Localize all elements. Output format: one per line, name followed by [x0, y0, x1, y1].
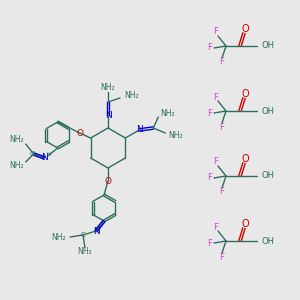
- Text: O: O: [241, 24, 249, 34]
- Text: O: O: [241, 154, 249, 164]
- Text: C: C: [81, 232, 85, 238]
- Text: F: F: [220, 122, 224, 131]
- Text: F: F: [208, 109, 212, 118]
- Text: C: C: [29, 151, 34, 157]
- Text: F: F: [214, 158, 218, 166]
- Text: F: F: [220, 58, 224, 67]
- Text: OH: OH: [262, 106, 275, 116]
- Text: N: N: [105, 110, 111, 119]
- Text: NH₂: NH₂: [168, 130, 183, 140]
- Text: F: F: [214, 92, 218, 101]
- Text: O: O: [241, 89, 249, 99]
- Text: NH₂: NH₂: [101, 83, 115, 92]
- Text: O: O: [104, 176, 112, 185]
- Text: O: O: [241, 219, 249, 229]
- Text: N: N: [93, 226, 99, 236]
- Text: NH₂: NH₂: [160, 109, 175, 118]
- Text: OH: OH: [262, 172, 275, 181]
- Text: F: F: [208, 238, 212, 247]
- Text: F: F: [214, 223, 218, 232]
- Text: OH: OH: [262, 41, 275, 50]
- Text: H: H: [46, 152, 51, 158]
- Text: NH₂: NH₂: [9, 136, 24, 145]
- Text: NH₂: NH₂: [9, 161, 24, 170]
- Text: F: F: [208, 173, 212, 182]
- Text: F: F: [220, 253, 224, 262]
- Text: N: N: [136, 125, 143, 134]
- Text: NH₂: NH₂: [124, 92, 139, 100]
- Text: NH₂: NH₂: [51, 232, 66, 242]
- Text: O: O: [76, 128, 83, 137]
- Text: F: F: [214, 28, 218, 37]
- Text: F: F: [208, 44, 212, 52]
- Text: NH₂: NH₂: [78, 248, 92, 256]
- Text: N: N: [41, 154, 48, 163]
- Text: F: F: [220, 188, 224, 196]
- Text: OH: OH: [262, 236, 275, 245]
